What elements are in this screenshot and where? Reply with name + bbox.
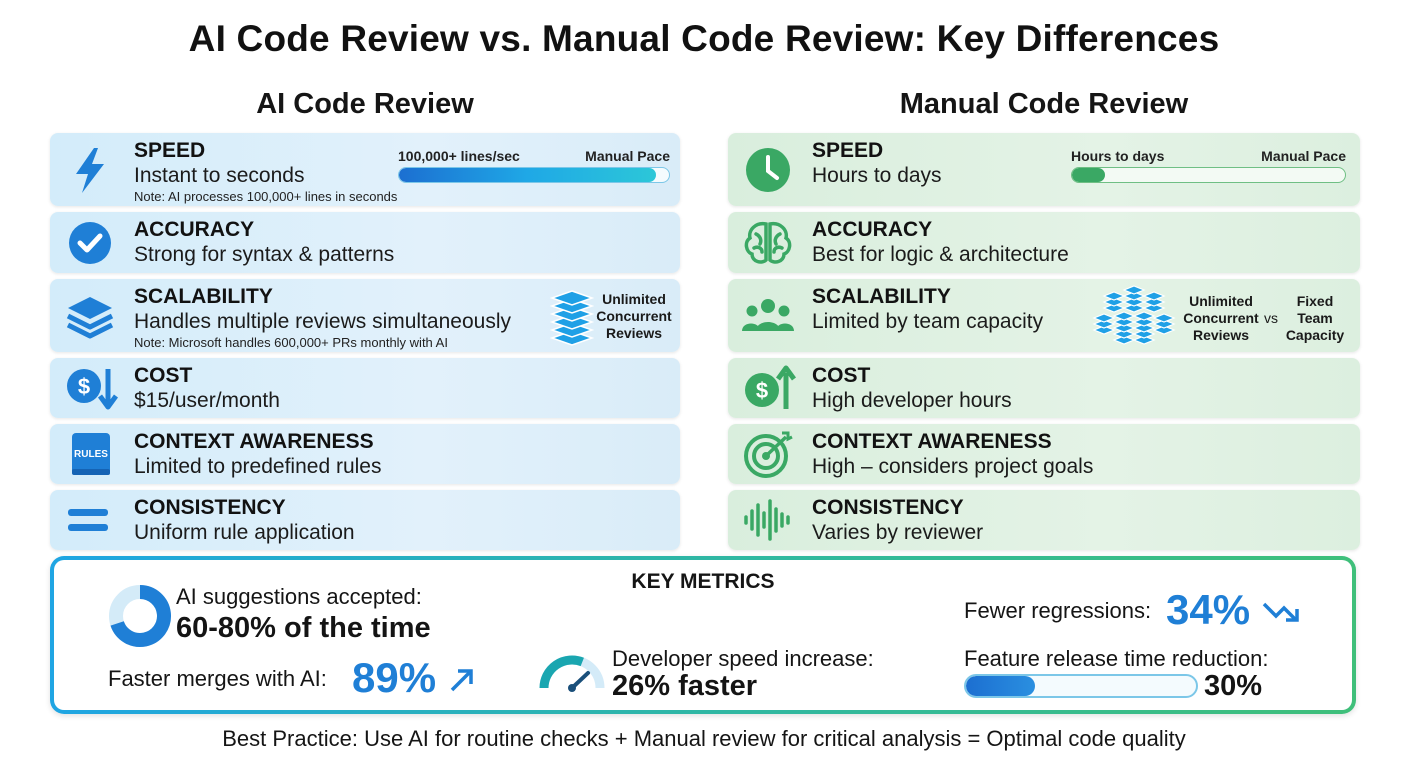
release-label: Feature release time reduction: [964, 646, 1269, 671]
target-icon [740, 429, 796, 479]
ai-speed-bar-left-label: 100,000+ lines/sec [398, 148, 520, 164]
manual-context-card: CONTEXT AWARENESS High – considers proje… [728, 424, 1360, 484]
ai-cost-value: $15/user/month [134, 389, 280, 412]
ai-context-card: RULES CONTEXT AWARENESS Limited to prede… [50, 424, 680, 484]
manual-speed-bar [1071, 167, 1346, 183]
best-practice-footer: Best Practice: Use AI for routine checks… [222, 726, 1186, 751]
trend-down-icon [1262, 598, 1302, 626]
ai-accuracy-label: ACCURACY [134, 218, 255, 241]
stacks-grid-icon [1092, 284, 1178, 348]
layers-icon [62, 291, 118, 341]
svg-text:$: $ [78, 374, 90, 399]
ai-cost-label: COST [134, 364, 193, 387]
ai-scalability-value: Handles multiple reviews simultaneously [134, 310, 511, 333]
ai-accuracy-card: ACCURACY Strong for syntax & patterns [50, 212, 680, 273]
manual-column-heading: Manual Code Review [899, 88, 1189, 120]
ai-column-heading: AI Code Review [256, 88, 474, 120]
ai-speed-card: SPEED Instant to seconds Note: AI proces… [50, 133, 680, 206]
manual-scalability-value: Limited by team capacity [812, 310, 1044, 333]
equals-icon [62, 495, 118, 545]
ai-consistency-card: CONSISTENCY Uniform rule application [50, 490, 680, 550]
regressions-label: Fewer regressions: [964, 598, 1152, 623]
ai-speed-note: Note: AI processes 100,000+ lines in sec… [134, 189, 398, 204]
ai-context-value: Limited to predefined rules [134, 455, 382, 478]
manual-cost-label: COST [812, 364, 871, 387]
ai-speed-bar [398, 167, 670, 183]
manual-accuracy-value: Best for logic & architecture [812, 243, 1069, 266]
ai-scalability-label: SCALABILITY [134, 285, 273, 308]
manual-consistency-card: CONSISTENCY Varies by reviewer [728, 490, 1360, 550]
manual-cost-value: High developer hours [812, 389, 1012, 412]
manual-context-label: CONTEXT AWARENESS [812, 430, 1052, 453]
manual-accuracy-label: ACCURACY [812, 218, 933, 241]
manual-stack-label-left: Unlimited Concurrent Reviews [1183, 293, 1259, 343]
manual-consistency-label: CONSISTENCY [812, 496, 964, 519]
manual-scalability-label: SCALABILITY [812, 285, 951, 308]
check-circle-icon [62, 218, 118, 268]
dollar-down-icon: $ [62, 363, 119, 413]
manual-stack-label-right: Fixed Team Capacity [1285, 293, 1345, 343]
waveform-icon [740, 495, 796, 545]
stack-layers-icon [549, 285, 595, 347]
ai-consistency-value: Uniform rule application [134, 521, 355, 544]
manual-speed-bar-fill [1072, 168, 1105, 182]
manual-speed-bar-right-label: Manual Pace [1261, 148, 1346, 164]
ai-accuracy-value: Strong for syntax & patterns [134, 243, 395, 266]
ai-speed-value: Instant to seconds [134, 164, 305, 187]
merges-label: Faster merges with AI: [108, 666, 327, 691]
ai-context-label: CONTEXT AWARENESS [134, 430, 374, 453]
rulebook-icon-text: RULES [74, 449, 108, 460]
key-metrics-panel: KEY METRICS AI suggestions accepted: 60-… [50, 556, 1356, 714]
brain-icon [740, 218, 796, 268]
accepted-ring-icon [106, 582, 174, 650]
svg-text:$: $ [756, 378, 768, 403]
ai-consistency-label: CONSISTENCY [134, 496, 286, 519]
manual-accuracy-card: ACCURACY Best for logic & architecture [728, 212, 1360, 273]
speed-gauge-icon [536, 648, 608, 694]
manual-stack-vs: vs [1264, 310, 1278, 326]
team-icon [740, 291, 796, 341]
merges-value: 89% [352, 654, 437, 701]
ai-scalability-note: Note: Microsoft handles 600,000+ PRs mon… [134, 335, 448, 350]
regressions-value: 34% [1166, 586, 1251, 633]
key-metrics-title: KEY METRICS [631, 570, 775, 593]
speed-label: Developer speed increase: [612, 646, 874, 671]
page-title: AI Code Review vs. Manual Code Review: K… [188, 18, 1220, 59]
arrow-up-right-icon [448, 664, 476, 694]
ai-scalability-card: SCALABILITY Handles multiple reviews sim… [50, 279, 680, 352]
manual-consistency-value: Varies by reviewer [812, 521, 984, 544]
rulebook-icon: RULES [62, 429, 118, 479]
manual-context-value: High – considers project goals [812, 455, 1094, 478]
accepted-value: 60-80% of the time [176, 612, 431, 644]
lightning-icon [62, 145, 118, 195]
manual-scalability-card: SCALABILITY Limited by team capacity Unl… [728, 279, 1360, 352]
manual-cost-card: $ COST High developer hours [728, 358, 1360, 418]
manual-speed-value: Hours to days [812, 164, 942, 187]
ai-cost-card: $ COST $15/user/month [50, 358, 680, 418]
manual-speed-label: SPEED [812, 139, 884, 162]
clock-icon [740, 145, 796, 195]
ai-speed-bar-fill [399, 168, 656, 182]
ai-speed-bar-right-label: Manual Pace [585, 148, 670, 164]
speed-value: 26% faster [612, 670, 758, 702]
accepted-label: AI suggestions accepted: [176, 584, 422, 609]
manual-speed-card: SPEED Hours to days Hours to days Manual… [728, 133, 1360, 206]
ai-speed-label: SPEED [134, 139, 206, 162]
release-bar-fill [966, 676, 1035, 696]
ai-stack-label: Unlimited Concurrent Reviews [596, 291, 672, 341]
release-value: 30% [1204, 670, 1263, 702]
release-bar [964, 674, 1198, 698]
dollar-up-icon: $ [740, 363, 797, 413]
manual-speed-bar-left-label: Hours to days [1071, 148, 1165, 164]
